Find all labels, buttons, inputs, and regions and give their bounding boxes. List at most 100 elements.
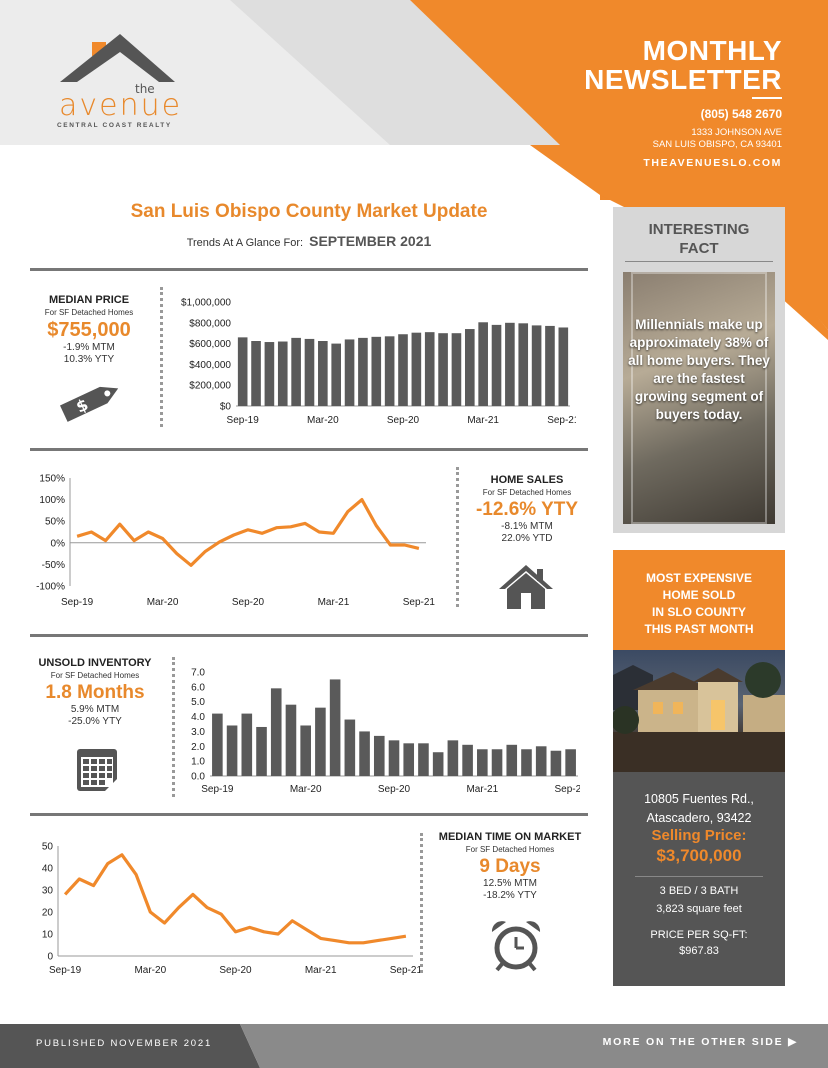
time-on-market-stat: MEDIAN TIME ON MARKET For SF Detached Ho… bbox=[428, 831, 592, 902]
home-sales-label: HOME SALES bbox=[490, 474, 564, 486]
house-photo bbox=[613, 650, 785, 772]
y-tick-label: 100% bbox=[39, 495, 65, 506]
bar bbox=[318, 341, 328, 406]
y-tick-label: 50% bbox=[45, 517, 65, 528]
bar bbox=[285, 704, 297, 776]
bar bbox=[344, 339, 355, 406]
median-price-chart: $1,000,000 $800,000 $600,000 $400,000 $200,0… bbox=[168, 292, 576, 432]
bar bbox=[358, 337, 368, 406]
y-tick-label: 0% bbox=[51, 538, 66, 549]
bar bbox=[300, 725, 311, 776]
unsold-inventory-value: 1.8 Months bbox=[45, 682, 145, 703]
bar bbox=[344, 719, 356, 776]
bar bbox=[251, 341, 261, 406]
y-tick-label: 20 bbox=[42, 908, 54, 919]
bar bbox=[329, 679, 341, 776]
y-tick-label: -50% bbox=[42, 560, 65, 571]
trends-label: Trends At A Glance For: bbox=[186, 237, 304, 249]
bar bbox=[464, 329, 475, 406]
y-tick-label: 50 bbox=[42, 842, 54, 853]
x-tick-label: Sep-21 bbox=[547, 415, 576, 426]
x-tick-label: Mar-21 bbox=[305, 965, 337, 976]
x-tick-label: Sep-20 bbox=[219, 965, 252, 976]
bar bbox=[359, 731, 370, 776]
x-tick-label: Mar-21 bbox=[466, 784, 498, 795]
more-other-side-link[interactable]: MORE ON THE OTHER SIDE ▶ bbox=[602, 1036, 798, 1048]
y-tick-label: 30 bbox=[42, 886, 54, 897]
price-per-sqft-value: $967.83 bbox=[679, 945, 719, 957]
y-tick-label: 1.0 bbox=[191, 757, 205, 768]
y-tick-label: 5.0 bbox=[191, 697, 205, 708]
price-per-sqft-label: PRICE PER SQ-FT: bbox=[650, 929, 748, 941]
x-tick-label: Sep-19 bbox=[227, 415, 260, 426]
median-price-stat: MEDIAN PRICE For SF Detached Homes $755,… bbox=[30, 294, 148, 366]
median-price-value: $755,000 bbox=[47, 319, 131, 341]
median-price-mtm: -1.9% MTM bbox=[63, 342, 115, 353]
logo-subtitle: CENTRAL COAST REALTY bbox=[57, 122, 172, 129]
selling-price-value: $3,700,000 bbox=[656, 846, 742, 865]
published-date: PUBLISHED NOVEMBER 2021 bbox=[36, 1038, 213, 1049]
section-divider bbox=[30, 268, 588, 271]
website-link[interactable]: THEAVENUESLO.COM bbox=[643, 157, 782, 169]
newsletter-title-line1: MONTHLY bbox=[642, 35, 782, 66]
y-tick-label: $400,000 bbox=[189, 360, 231, 371]
bar bbox=[398, 334, 408, 406]
fact-title-line1: INTERESTING bbox=[648, 221, 750, 238]
y-tick-label: $1,000,000 bbox=[181, 298, 231, 309]
unsold-inventory-chart: 7.0 6.0 5.0 4.0 3.0 2.0 1.0 0.0 Sep-19 Mar-20 Sep-… bbox=[180, 662, 580, 798]
bar bbox=[535, 746, 547, 776]
alarm-clock-icon bbox=[491, 921, 541, 972]
bed-bath: 3 BED / 3 BATH bbox=[659, 885, 739, 897]
title-divider bbox=[752, 97, 782, 99]
y-tick-label: $600,000 bbox=[189, 339, 231, 350]
office-address: 1333 JOHNSON AVE SAN LUIS OBISPO, CA 934… bbox=[653, 127, 782, 151]
home-sales-value: -12.6% YTY bbox=[475, 499, 579, 520]
y-tick-label: 0.0 bbox=[191, 772, 205, 783]
y-tick-label: 40 bbox=[42, 864, 54, 875]
phone-number[interactable]: (805) 548 2670 bbox=[700, 107, 782, 121]
x-tick-label: Sep-20 bbox=[387, 415, 420, 426]
bar bbox=[403, 743, 415, 776]
dotted-divider bbox=[420, 833, 423, 973]
bar bbox=[491, 749, 503, 776]
selling-price-label: Selling Price: bbox=[651, 827, 747, 844]
fact-text: Millennials make up approximately 38% of… bbox=[628, 317, 770, 422]
y-tick-label: 10 bbox=[42, 930, 54, 941]
bar bbox=[558, 327, 569, 406]
calendar-icon bbox=[77, 749, 117, 791]
y-tick-label: 3.0 bbox=[191, 727, 205, 738]
bar bbox=[331, 343, 342, 406]
details-divider bbox=[635, 876, 763, 877]
newsletter-title: MONTHLY NEWSLETTER bbox=[584, 36, 782, 94]
section-divider bbox=[30, 448, 588, 451]
newsletter-title-line2: NEWSLETTER bbox=[584, 64, 782, 95]
bar bbox=[241, 713, 253, 776]
house-illustration bbox=[613, 662, 785, 772]
bar bbox=[550, 750, 562, 776]
house-icon bbox=[499, 565, 553, 609]
most-expensive-line1: MOST EXPENSIVE bbox=[645, 571, 753, 585]
trends-line: Trends At A Glance For: SEPTEMBER 2021 bbox=[30, 233, 588, 249]
logo-small-text: the bbox=[135, 82, 155, 96]
dotted-divider bbox=[172, 657, 175, 797]
x-tick-label: Sep-21 bbox=[555, 784, 580, 795]
bar bbox=[304, 338, 315, 406]
trends-month: SEPTEMBER 2021 bbox=[309, 233, 432, 249]
interesting-fact-panel: INTERESTING FACT Millennials make up app… bbox=[613, 207, 785, 533]
bar bbox=[462, 744, 473, 776]
x-tick-label: Sep-21 bbox=[390, 965, 423, 976]
dotted-divider bbox=[456, 467, 459, 607]
bar bbox=[491, 324, 502, 406]
bar bbox=[237, 337, 248, 406]
unsold-inventory-yty: -25.0% YTY bbox=[68, 716, 122, 727]
logo-roof-icon bbox=[60, 34, 175, 82]
logo-name: avenue bbox=[59, 88, 183, 123]
median-price-yty: 10.3% YTY bbox=[63, 354, 115, 365]
home-details-panel: 10805 Fuentes Rd., Atascadero, 93422 Sel… bbox=[613, 772, 785, 986]
bar bbox=[447, 740, 459, 776]
bar bbox=[256, 726, 267, 776]
bar bbox=[264, 342, 275, 406]
bar bbox=[531, 325, 542, 406]
bar bbox=[521, 749, 532, 776]
unsold-inventory-mtm: 5.9% MTM bbox=[70, 704, 120, 715]
